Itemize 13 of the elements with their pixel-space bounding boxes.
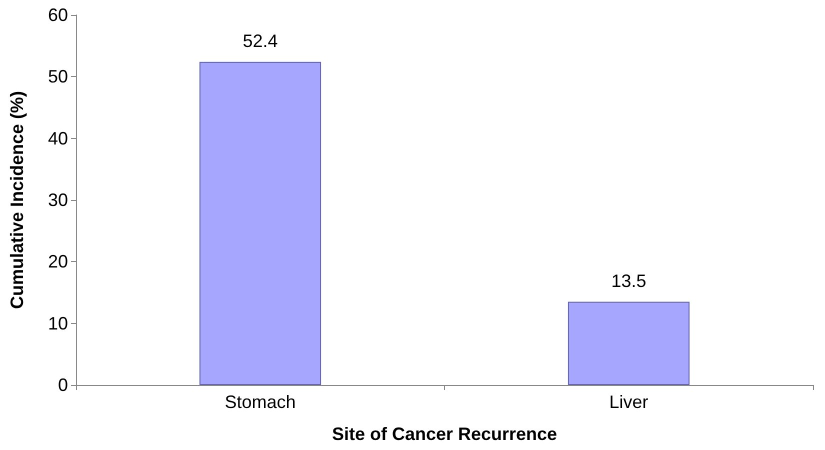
y-tick-label: 50 — [48, 66, 68, 87]
y-tick-label: 40 — [48, 128, 68, 148]
y-tick-label: 20 — [48, 252, 68, 272]
x-axis-title: Site of Cancer Recurrence — [332, 424, 558, 444]
y-tick-label: 0 — [58, 375, 68, 395]
x-tick-label: Liver — [609, 392, 648, 412]
data-label: 52.4 — [242, 30, 278, 51]
y-tick-label: 10 — [48, 313, 68, 334]
y-tick-label: 60 — [48, 5, 68, 25]
y-tick-label: 30 — [48, 190, 68, 210]
data-label: 13.5 — [611, 270, 646, 291]
x-tick-label: Stomach — [224, 392, 296, 412]
y-axis-title: Cumulative Incidence (%) — [7, 90, 27, 310]
